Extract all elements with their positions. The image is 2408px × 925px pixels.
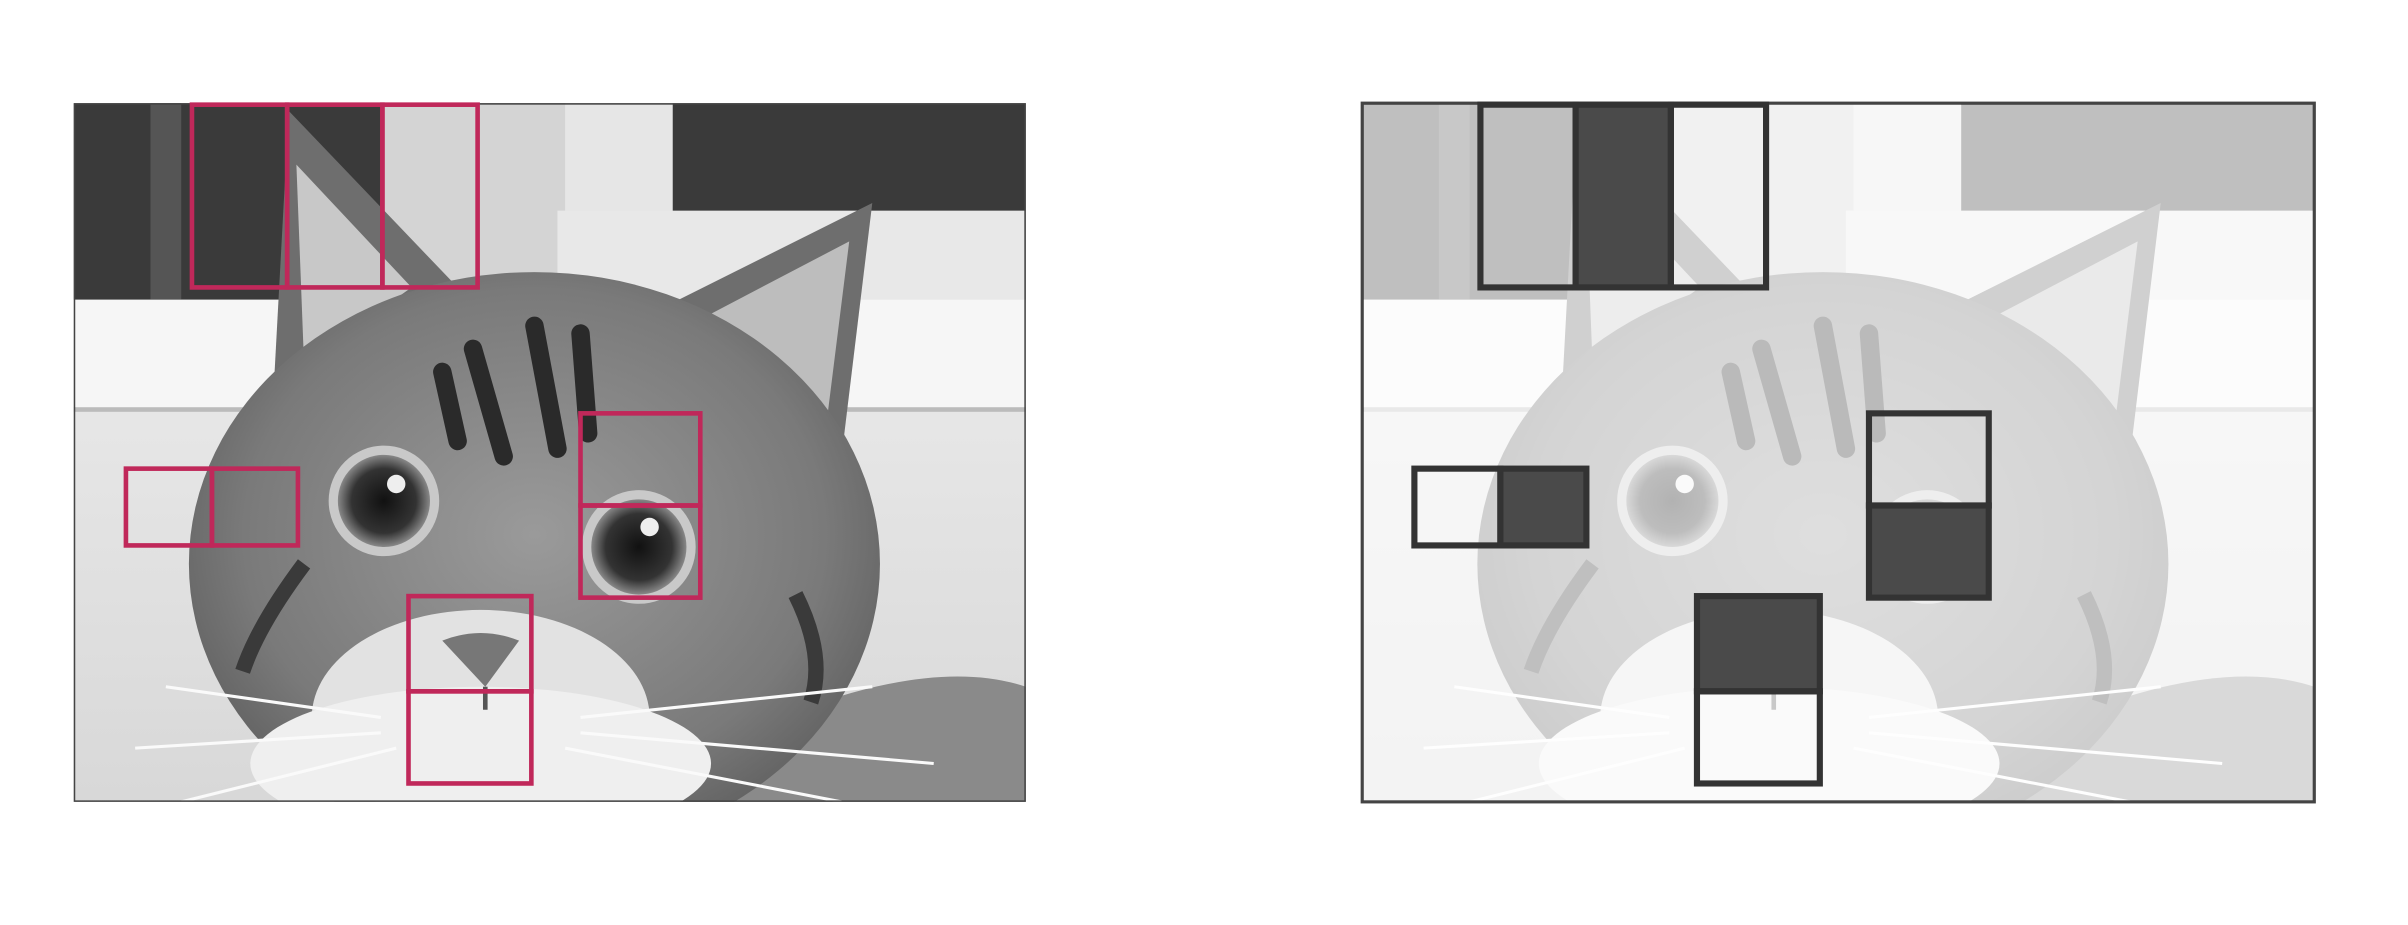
feature-boxes-right [1411, 101, 1992, 787]
feature-boxes-left [123, 102, 703, 786]
photo-left [74, 103, 1026, 856]
photo-right [1362, 103, 2314, 856]
